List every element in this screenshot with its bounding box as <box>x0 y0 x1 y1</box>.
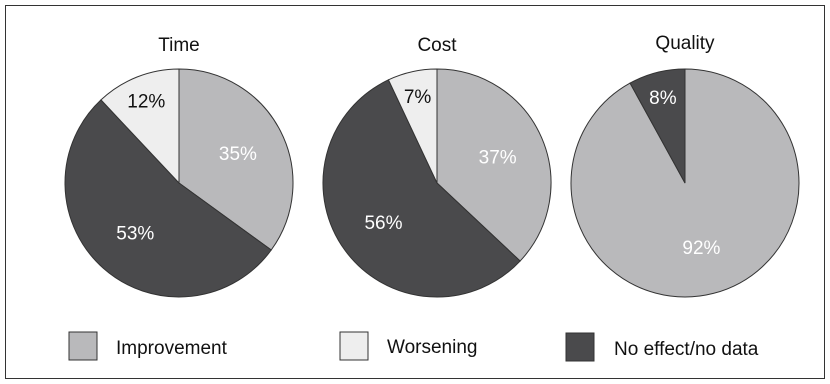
legend-swatch-worsening <box>339 331 369 361</box>
pie-slice-no-effect-no-data <box>64 99 272 298</box>
pie-slice-no-effect-no-data <box>629 68 686 184</box>
legend-label-no-effect: No effect/no data <box>614 339 759 360</box>
slice-label-no-effect-no-data: 53% <box>116 224 154 245</box>
slice-label-improvement: 37% <box>479 148 517 169</box>
legend-swatch-improvement <box>68 331 98 361</box>
chart-frame: Time 35% 53% 12% Cost 37% 56% 7% Quality 92% 8% Im… <box>5 5 825 379</box>
pie-charts: Time 35% 53% 12% Cost 37% 56% 7% Quality 92% 8% Im… <box>64 33 800 362</box>
slice-label-improvement: 92% <box>682 238 720 259</box>
slice-label-worsening: 12% <box>127 91 165 112</box>
pie-slice-worsening <box>387 68 438 184</box>
pie-slice-improvement <box>178 68 294 251</box>
pie-chart-quality: Quality 92% 8% <box>570 33 800 298</box>
legend-label-worsening: Worsening <box>387 337 477 358</box>
legend-swatch-no-effect <box>565 332 595 362</box>
pie-slice-no-effect-no-data <box>322 79 521 298</box>
pie-chart-cost: Cost 37% 56% 7% <box>322 35 552 298</box>
pie-slice-improvement <box>436 68 552 262</box>
pie-chart-time: Time 35% 53% 12% <box>64 35 294 298</box>
pie-title: Cost <box>417 35 457 56</box>
slice-label-no-effect-no-data: 56% <box>364 213 402 234</box>
legend-label-improvement: Improvement <box>116 338 228 359</box>
slice-label-improvement: 35% <box>219 144 257 165</box>
pie-title: Time <box>158 35 200 56</box>
slice-label-worsening: 7% <box>404 87 432 108</box>
pie-title: Quality <box>655 33 715 54</box>
pie-slice-worsening <box>100 68 180 185</box>
legend: Improvement Worsening No effect/no data <box>68 331 759 362</box>
slice-label-no-effect-no-data: 8% <box>649 88 677 109</box>
